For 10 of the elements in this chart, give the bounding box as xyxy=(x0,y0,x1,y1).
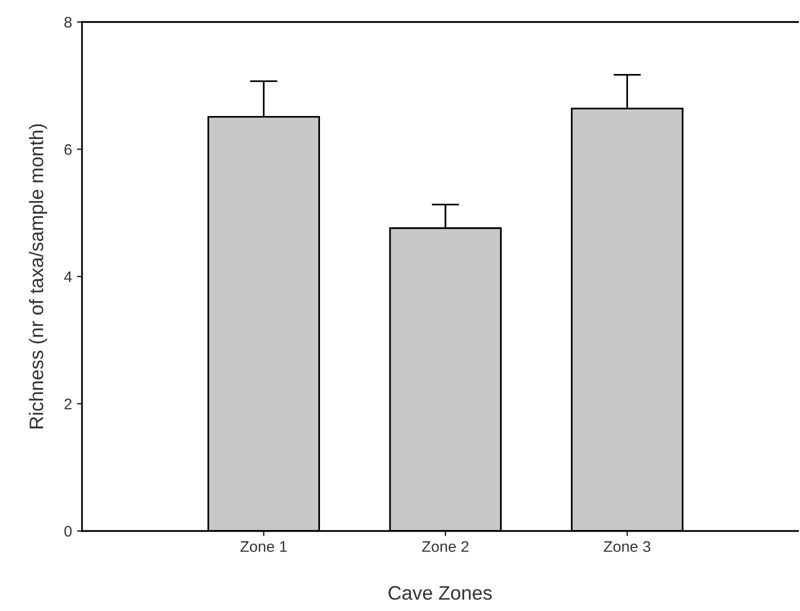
y-tick-label: 2 xyxy=(64,398,72,410)
y-tick-label: 0 xyxy=(64,526,72,537)
y-tick-label: 8 xyxy=(64,16,72,28)
y-tick-label: 6 xyxy=(64,144,72,155)
x-axis-title: Cave Zones xyxy=(388,586,492,600)
x-tick-label: Zone 1 xyxy=(240,541,287,552)
y-axis-title: Richness (nr of taxa/sample month) xyxy=(28,124,48,428)
y-tick-label: 4 xyxy=(64,272,72,282)
x-tick-label: Zone 3 xyxy=(604,541,650,552)
x-tick-label: Zone 2 xyxy=(422,541,468,552)
